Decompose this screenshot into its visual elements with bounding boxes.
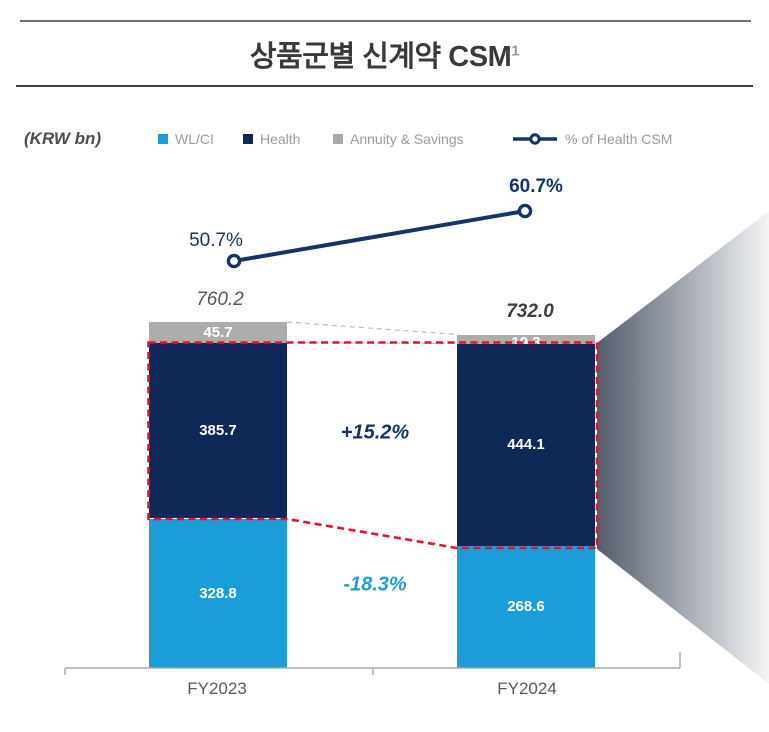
pct-label-fy2023: 50.7% [189, 230, 243, 251]
legend-item-pct-line: % of Health CSM [512, 131, 672, 147]
segment-value: 385.7 [199, 422, 237, 440]
bar-fy2024-wlci-segment: 268.6 [457, 545, 595, 668]
total-label-fy2024: 732.0 [506, 301, 554, 322]
pct-label-fy2024: 60.7% [509, 176, 563, 197]
title-footnote-marker: 1 [511, 42, 520, 60]
x-axis-label-fy2023: FY2023 [187, 679, 247, 698]
bar-fy2023-health-segment: 385.7 [149, 342, 287, 519]
total-label-fy2023: 760.2 [196, 289, 244, 310]
segment-value: 444.1 [507, 436, 545, 454]
bar-fy2023-wlci-segment: 328.8 [149, 518, 287, 668]
line-marker-icon [513, 133, 557, 145]
legend-item-wlci: WL/CI [158, 131, 214, 147]
annuity-swatch-icon [333, 134, 343, 144]
legend-label: % of Health CSM [565, 131, 673, 147]
bar-fy2024-annuity-segment: 19.3 [457, 334, 595, 344]
segment-value: 45.7 [203, 323, 233, 341]
legend-label: Health [260, 131, 301, 147]
unit-label: (KRW bn) [24, 129, 102, 148]
segment-value: 268.6 [507, 598, 545, 616]
segment-value: 19.3 [511, 334, 541, 344]
legend-item-annuity: Annuity & Savings [333, 131, 464, 147]
title-top-rule [20, 20, 751, 22]
legend-label: WL/CI [175, 131, 214, 147]
wlci-swatch-icon [158, 134, 168, 144]
delta-label-health: +15.2% [340, 421, 410, 444]
bar-fy2024-health-segment: 444.1 [457, 343, 595, 546]
legend-label: Annuity & Savings [350, 131, 464, 147]
title-bottom-rule [16, 85, 753, 87]
legend-item-health: Health [243, 131, 300, 147]
health-swatch-icon [243, 134, 253, 144]
page-title-text: 상품군별 신계약 CSM [249, 41, 512, 73]
bar-fy2023-annuity-segment: 45.7 [149, 322, 287, 343]
segment-value: 328.8 [199, 584, 237, 602]
page-title: 상품군별 신계약 CSM1 [0, 33, 769, 75]
x-axis-label-fy2024: FY2024 [497, 679, 557, 698]
delta-label-wlci: -18.3% [343, 573, 407, 596]
